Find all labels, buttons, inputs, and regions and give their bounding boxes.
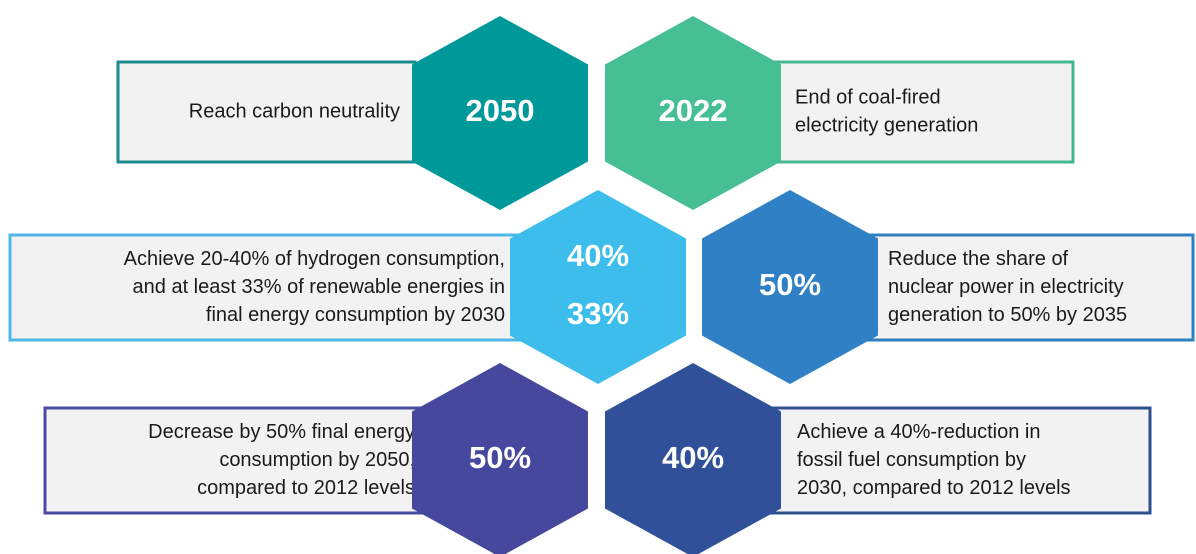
- box-text: final energy consumption by 2030: [206, 304, 505, 326]
- box-text: Achieve a 40%-reduction in: [797, 421, 1040, 443]
- box-text: compared to 2012 levels: [197, 477, 415, 499]
- hex-label: 40%: [567, 238, 629, 273]
- hex-label: 50%: [759, 267, 821, 302]
- hexagon: [510, 190, 686, 384]
- hex-label: 50%: [469, 440, 531, 475]
- text-box: [858, 233, 1195, 342]
- hexagon: [702, 190, 878, 384]
- text-box: [8, 233, 522, 342]
- box-text: and at least 33% of renewable energies i…: [133, 276, 505, 298]
- box-text: generation to 50% by 2035: [888, 304, 1127, 326]
- box-text: nuclear power in electricity: [888, 276, 1124, 298]
- text-box: [758, 60, 1075, 164]
- text-box: [116, 60, 417, 164]
- box-text: 2030, compared to 2012 levels: [797, 477, 1071, 499]
- box-text: Reduce the share of: [888, 248, 1069, 270]
- hex-label: 40%: [662, 440, 724, 475]
- box-text: consumption by 2050,: [219, 449, 415, 471]
- hex-label: 2022: [659, 93, 728, 128]
- hexagon: [412, 363, 588, 554]
- hexagon: [605, 16, 781, 210]
- box-text: Reach carbon neutrality: [189, 100, 400, 122]
- hex-label: 2050: [466, 93, 535, 128]
- box-text: electricity generation: [795, 114, 978, 136]
- hexagon: [412, 16, 588, 210]
- box-text: fossil fuel consumption by: [797, 449, 1026, 471]
- hex-label: 33%: [567, 296, 629, 331]
- box-text: Achieve 20-40% of hydrogen consumption,: [124, 248, 505, 270]
- box-text: Decrease by 50% final energy: [148, 421, 415, 443]
- hexagon: [605, 363, 781, 554]
- box-text: End of coal-fired: [795, 86, 941, 108]
